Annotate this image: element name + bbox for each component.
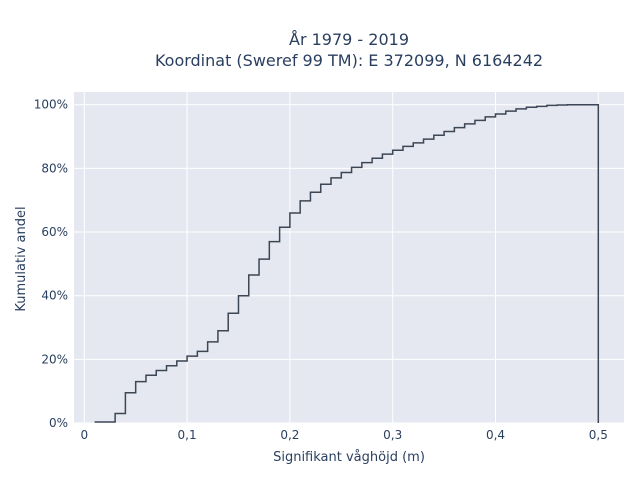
x-tick-label: 0,5 — [589, 428, 608, 442]
x-tick-label: 0 — [80, 428, 88, 442]
plot-area — [74, 92, 624, 423]
y-tick-label: 20% — [41, 352, 68, 366]
cumulative-step-line — [94, 103, 600, 423]
grid-lines — [74, 92, 624, 424]
y-tick-label: 0% — [49, 416, 68, 430]
y-tick-label: 100% — [34, 98, 68, 112]
y-tick-label: 40% — [41, 289, 68, 303]
chart-title-line1: År 1979 - 2019 — [289, 30, 409, 49]
x-tick-label: 0,4 — [486, 428, 505, 442]
x-tick-label: 0,2 — [280, 428, 299, 442]
y-axis-title: Kumulativ andel — [14, 206, 29, 311]
x-axis-title: Signifikant våghöjd (m) — [273, 450, 425, 465]
y-axis-ticks: 0% 20% 40% 60% 80% 100% — [34, 98, 68, 430]
y-tick-label: 60% — [41, 225, 68, 239]
x-tick-label: 0,3 — [383, 428, 402, 442]
x-tick-label: 0,1 — [178, 428, 197, 442]
x-axis-ticks: 0 0,1 0,2 0,3 0,4 0,5 — [80, 428, 607, 442]
chart-title-line2: Koordinat (Sweref 99 TM): E 372099, N 61… — [155, 51, 543, 70]
y-tick-label: 80% — [41, 161, 68, 175]
data-series — [94, 103, 600, 423]
